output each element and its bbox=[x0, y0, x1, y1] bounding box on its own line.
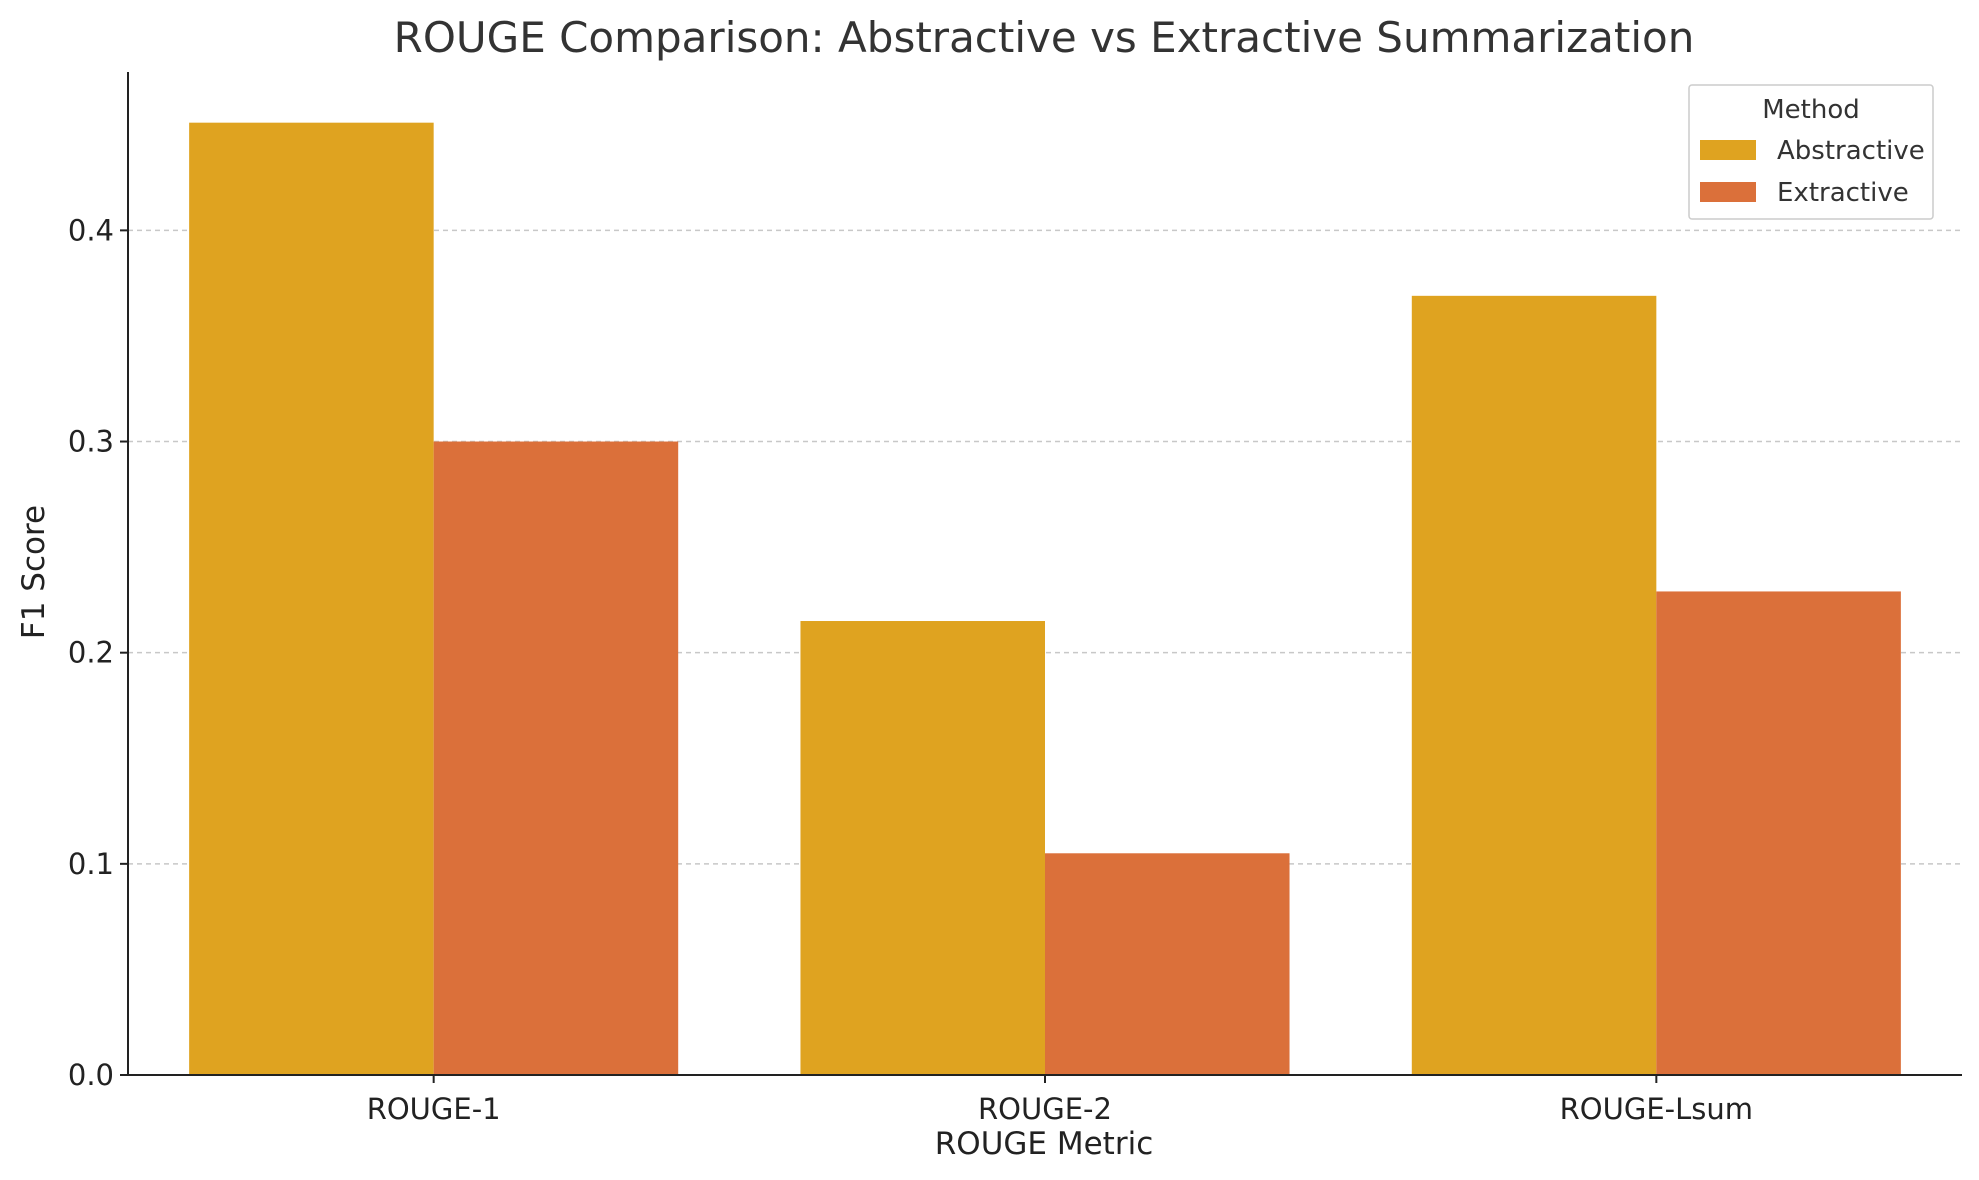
bar-extractive-rouge-1 bbox=[433, 441, 679, 1075]
x-tick-label: ROUGE-1 bbox=[367, 1092, 501, 1126]
y-tick-label: 0.1 bbox=[68, 847, 114, 881]
y-tick-label: 0.2 bbox=[68, 636, 114, 670]
x-tick-label: ROUGE-Lsum bbox=[1560, 1092, 1753, 1126]
bars bbox=[189, 122, 1901, 1075]
x-tick-label: ROUGE-2 bbox=[978, 1092, 1112, 1126]
legend-label-extractive: Extractive bbox=[1777, 178, 1909, 208]
bar-extractive-rouge-2 bbox=[1045, 853, 1290, 1075]
legend-swatch-abstractive bbox=[1700, 140, 1756, 160]
x-axis-ticks: ROUGE-1 ROUGE-2 ROUGE-Lsum bbox=[367, 1075, 1753, 1126]
legend-swatch-extractive bbox=[1700, 182, 1756, 202]
bar-extractive-rouge-lsum bbox=[1656, 591, 1901, 1075]
legend-label-abstractive: Abstractive bbox=[1777, 136, 1925, 166]
chart-title: ROUGE Comparison: Abstractive vs Extract… bbox=[394, 13, 1695, 62]
y-tick-label: 0.3 bbox=[68, 425, 114, 459]
y-tick-label: 0.0 bbox=[68, 1058, 114, 1092]
bar-abstractive-rouge-lsum bbox=[1411, 295, 1657, 1075]
x-axis-label: ROUGE Metric bbox=[935, 1126, 1153, 1162]
y-axis-ticks: 0.0 0.1 0.2 0.3 0.4 bbox=[68, 213, 128, 1092]
y-tick-label: 0.4 bbox=[68, 213, 114, 247]
legend: Method Abstractive Extractive bbox=[1688, 84, 1934, 220]
bar-abstractive-rouge-2 bbox=[800, 621, 1045, 1075]
legend-title: Method bbox=[1762, 95, 1860, 125]
legend-items: Abstractive Extractive bbox=[1700, 136, 1925, 208]
y-axis-label: F1 Score bbox=[16, 505, 52, 639]
bar-abstractive-rouge-1 bbox=[189, 122, 434, 1075]
